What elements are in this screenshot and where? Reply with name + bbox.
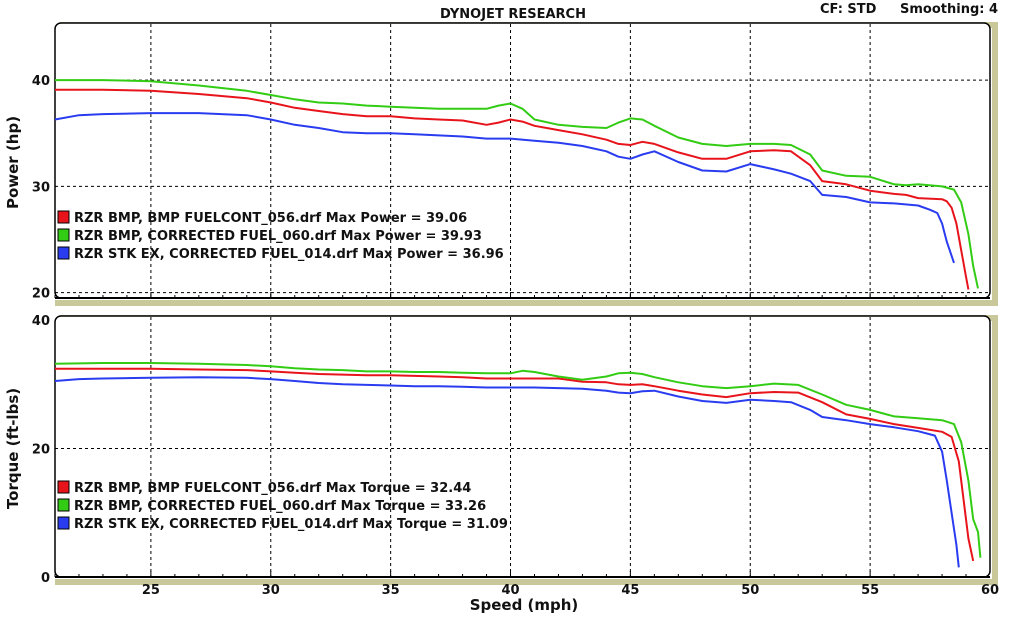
power-series-blue xyxy=(54,112,955,264)
power-y-axis-label: Power (hp) xyxy=(4,116,22,209)
x-tick-label: 35 xyxy=(382,583,400,598)
x-tick-label: 60 xyxy=(981,583,999,598)
torque-legend-swatch-green xyxy=(57,498,70,512)
power-legend-swatch-blue xyxy=(57,246,70,260)
torque-y-tick-label: 0 xyxy=(41,571,50,586)
power-legend-entry: RZR BMP, CORRECTED FUEL_060.drf Max Powe… xyxy=(74,229,482,244)
power-legend-swatch-green xyxy=(57,228,70,242)
smoothing-label: Smoothing: 4 xyxy=(900,2,998,17)
torque-legend-entry: RZR BMP, CORRECTED FUEL_060.drf Max Torq… xyxy=(74,499,486,514)
x-tick-label: 25 xyxy=(142,583,160,598)
torque-series-green xyxy=(54,362,982,558)
x-tick-label: 50 xyxy=(741,583,759,598)
x-tick-label: 30 xyxy=(262,583,280,598)
cf-label: CF: STD xyxy=(820,2,877,17)
torque-y-axis-label: Torque (ft-lbs) xyxy=(4,388,22,509)
torque-legend-entry: RZR BMP, BMP FUELCONT_056.drf Max Torque… xyxy=(74,481,471,496)
torque-y-tick-label: 20 xyxy=(32,443,50,458)
power-y-tick-label: 40 xyxy=(32,74,50,89)
x-tick-label: 45 xyxy=(621,583,639,598)
torque-series-blue xyxy=(54,376,960,568)
power-panel: 20 30 40 Power (hp) RZR BMP, BMP FUELCONT_05… xyxy=(4,22,998,306)
x-axis-label: Speed (mph) xyxy=(470,596,579,614)
power-series-green xyxy=(55,79,979,289)
power-legend-entry: RZR STK EX, CORRECTED FUEL_014.drf Max P… xyxy=(74,247,504,262)
torque-legend-swatch-red xyxy=(57,480,70,494)
power-legend-swatch-red xyxy=(57,210,70,224)
torque-panel: 0 20 40 25 30 35 40 45 50 55 60 Torque (ft-lbs) RZR … xyxy=(4,314,999,598)
torque-series-red xyxy=(55,367,975,562)
power-legend-entry: RZR BMP, BMP FUELCONT_056.drf Max Power … xyxy=(74,211,467,226)
chart-title: DYNOJET RESEARCH xyxy=(440,7,586,22)
x-tick-label: 55 xyxy=(861,583,879,598)
power-y-tick-label: 20 xyxy=(32,287,50,302)
torque-legend-entry: RZR STK EX, CORRECTED FUEL_014.drf Max T… xyxy=(74,517,508,532)
power-series-red xyxy=(55,88,970,290)
power-y-tick-label: 30 xyxy=(32,180,50,195)
x-tick-label: 40 xyxy=(501,583,519,598)
torque-plot-area xyxy=(54,315,991,578)
torque-y-tick-label: 40 xyxy=(32,314,50,329)
torque-legend-swatch-blue xyxy=(57,516,70,530)
